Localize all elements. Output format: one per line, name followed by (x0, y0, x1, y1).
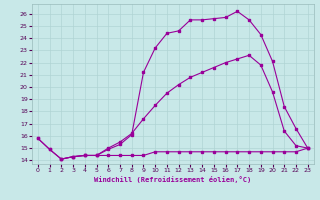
X-axis label: Windchill (Refroidissement éolien,°C): Windchill (Refroidissement éolien,°C) (94, 176, 252, 183)
